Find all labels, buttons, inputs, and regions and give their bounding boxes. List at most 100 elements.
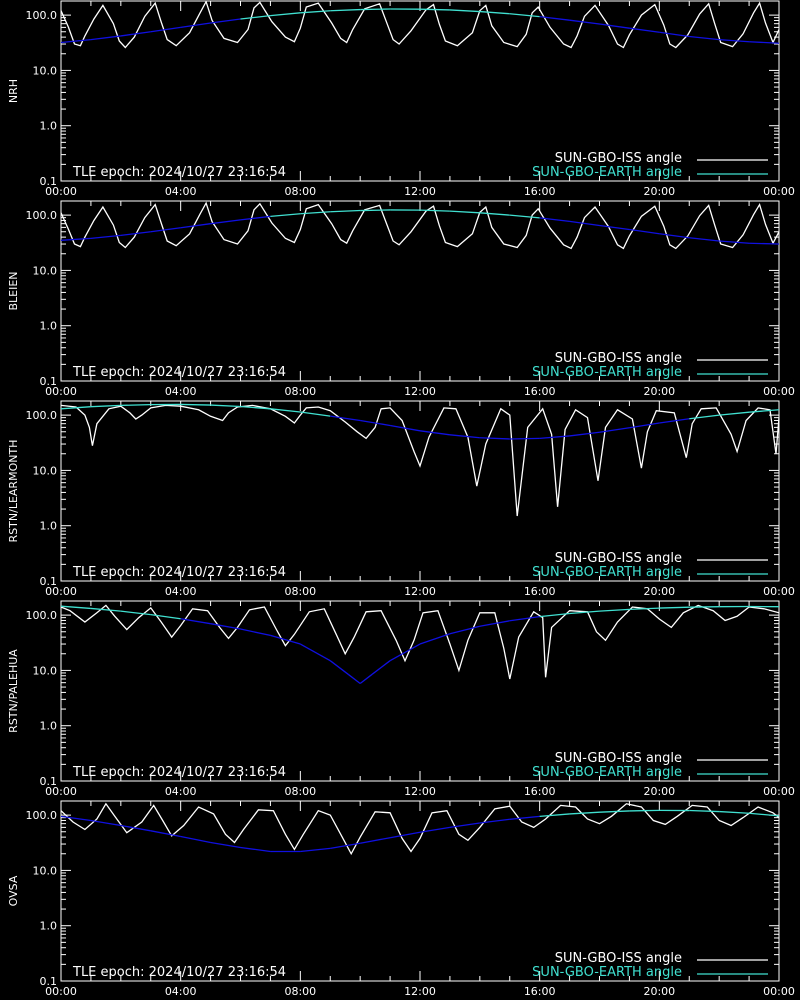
x-tick-label: 20:00 (643, 985, 675, 998)
series-segment-earth (539, 813, 570, 817)
series-segment-earth (419, 633, 451, 645)
x-tick-label: 08:00 (284, 185, 316, 198)
series-segment-earth (360, 419, 391, 427)
legend-label-earth: SUN-GBO-EARTH angle (532, 565, 682, 580)
series-segment-earth (509, 214, 540, 219)
x-tick-label: 20:00 (643, 185, 675, 198)
series-segment-earth (479, 818, 510, 824)
x-tick-label: 12:00 (404, 585, 436, 598)
series-segment-earth (240, 14, 271, 20)
series-segment-earth (419, 209, 450, 212)
y-tick-label: 100.0 (26, 609, 58, 622)
series-segment-earth (599, 810, 630, 813)
x-tick-label: 04:00 (165, 785, 197, 798)
series-segment-earth (689, 237, 720, 242)
series-segment-earth (629, 228, 660, 235)
y-tick-label: 10.0 (33, 664, 58, 677)
chart-panel-3: 100.010.01.00.100:00 04:00 08:00 12:00 16:00… (7, 400, 795, 598)
series-line-iss (61, 1, 779, 49)
series-segment-earth (749, 41, 779, 44)
series-segment-earth (659, 31, 690, 38)
series-segment-earth (659, 418, 690, 424)
series-segment-earth (61, 815, 92, 822)
series-segment-earth (180, 403, 211, 406)
series-segment-earth (539, 15, 570, 21)
series-segment-earth (300, 411, 331, 417)
y-tick-label: 1.0 (40, 720, 58, 733)
series-segment-earth (539, 435, 570, 439)
series-segment-earth (180, 223, 211, 229)
series-segment-earth (180, 835, 211, 844)
series-segment-earth (90, 35, 121, 41)
x-tick-label: 12:00 (404, 785, 436, 798)
tle-epoch-text: TLE epoch: 2024/10/27 23:16:54 (72, 965, 286, 980)
series-segment-earth (150, 830, 181, 838)
series-segment-earth (360, 209, 391, 212)
series-segment-earth (539, 612, 570, 618)
series-segment-earth (240, 846, 271, 853)
y-tick-label: 10.0 (33, 864, 58, 877)
series-line-iss (61, 201, 779, 250)
series-segment-earth (120, 824, 151, 832)
series-segment-earth (359, 673, 373, 685)
series-segment-earth (449, 210, 480, 214)
series-segment-earth (210, 841, 241, 849)
series-segment-earth (180, 22, 211, 29)
x-tick-label: 04:00 (165, 985, 197, 998)
x-tick-label: 00:00 (45, 785, 77, 798)
series-segment-earth (599, 427, 630, 433)
series-segment-earth (360, 837, 391, 844)
x-tick-label: 00:00 (45, 585, 77, 598)
chart-panel-2: 100.010.01.00.100:00 04:00 08:00 12:00 16:00… (7, 200, 795, 398)
x-tick-label: 20:00 (643, 385, 675, 398)
series-segment-earth (210, 404, 241, 408)
x-tick-label: 12:00 (404, 985, 436, 998)
series-segment-earth (749, 812, 779, 817)
series-segment-earth (389, 643, 421, 662)
series-segment-earth (210, 219, 241, 225)
series-segment-earth (719, 240, 750, 244)
series-segment-earth (509, 615, 540, 622)
series-segment-earth (347, 673, 361, 685)
x-tick-label: 04:00 (165, 185, 197, 198)
legend-label-earth: SUN-GBO-EARTH angle (532, 165, 682, 180)
series-line-iss (61, 802, 779, 856)
y-axis-title: OVSA (7, 875, 20, 906)
series-segment-earth (629, 809, 660, 812)
x-tick-label: 00:00 (763, 785, 795, 798)
series-segment-earth (599, 23, 630, 29)
series-segment-earth (61, 237, 91, 241)
x-tick-label: 04:00 (165, 585, 197, 598)
series-segment-earth (419, 8, 450, 11)
series-segment-earth (419, 826, 451, 833)
x-tick-label: 04:00 (165, 385, 197, 398)
series-segment-earth (120, 610, 151, 616)
y-tick-label: 1.0 (40, 120, 58, 133)
y-tick-label: 100.0 (26, 9, 58, 22)
series-segment-earth (330, 209, 361, 213)
y-axis-title: RSTN/PALEHUA (7, 649, 20, 733)
series-segment-earth (330, 415, 361, 422)
x-tick-label: 08:00 (284, 585, 316, 598)
y-tick-label: 10.0 (33, 64, 58, 77)
y-axis-title: BLEIEN (7, 271, 20, 310)
series-segment-earth (479, 437, 510, 440)
series-segment-earth (120, 31, 151, 37)
legend-label-iss: SUN-GBO-ISS angle (555, 151, 682, 166)
series-segment-earth (419, 430, 451, 436)
series-segment-earth (120, 231, 151, 237)
series-segment-earth (300, 10, 331, 14)
x-tick-label: 12:00 (404, 385, 436, 398)
y-tick-label: 100.0 (26, 209, 58, 222)
y-tick-label: 10.0 (33, 464, 58, 477)
series-segment-earth (90, 404, 121, 408)
x-tick-label: 16:00 (524, 585, 556, 598)
series-segment-earth (569, 610, 600, 615)
y-tick-label: 0.1 (40, 975, 58, 988)
series-segment-earth (569, 811, 600, 815)
series-segment-earth (90, 819, 121, 827)
x-tick-label: 20:00 (643, 585, 675, 598)
series-segment-earth (569, 220, 600, 227)
series-segment-earth (240, 215, 271, 221)
legend-label-iss: SUN-GBO-ISS angle (555, 951, 682, 966)
